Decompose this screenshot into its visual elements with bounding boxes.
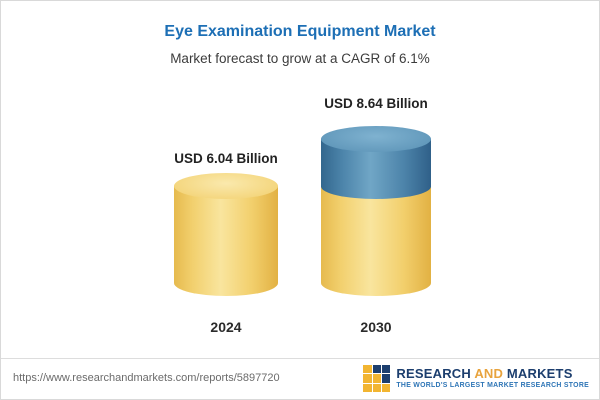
axis-label-2030: 2030 (360, 319, 392, 335)
chart-subtitle: Market forecast to grow at a CAGR of 6.1… (170, 51, 430, 66)
logo-wordmark: RESEARCH AND MARKETS (396, 366, 589, 382)
logo-text: RESEARCH AND MARKETS THE WORLD'S LARGEST… (396, 366, 589, 390)
cylinder-2024-body (174, 186, 278, 296)
footer: https://www.researchandmarkets.com/repor… (1, 358, 599, 399)
logo-tagline: THE WORLD'S LARGEST MARKET RESEARCH STOR… (396, 382, 589, 389)
cylinder-2030-top (321, 126, 431, 152)
report-url-link[interactable]: https://www.researchandmarkets.com/repor… (13, 372, 280, 384)
logo-mark-icon (363, 365, 391, 392)
value-label-2024: USD 6.04 Billion (174, 151, 278, 166)
cylinder-2030-base-segment (321, 186, 431, 296)
chart-title: Eye Examination Equipment Market (164, 23, 436, 40)
logo-word-and: AND (474, 366, 504, 382)
logo-word-markets: MARKETS (506, 366, 573, 382)
logo-word-research: RESEARCH (396, 366, 471, 382)
value-label-2030: USD 8.64 Billion (324, 96, 428, 111)
axis-label-2024: 2024 (210, 319, 242, 335)
research-and-markets-logo: RESEARCH AND MARKETS THE WORLD'S LARGEST… (363, 365, 589, 392)
cylinder-2024-top (174, 173, 278, 199)
